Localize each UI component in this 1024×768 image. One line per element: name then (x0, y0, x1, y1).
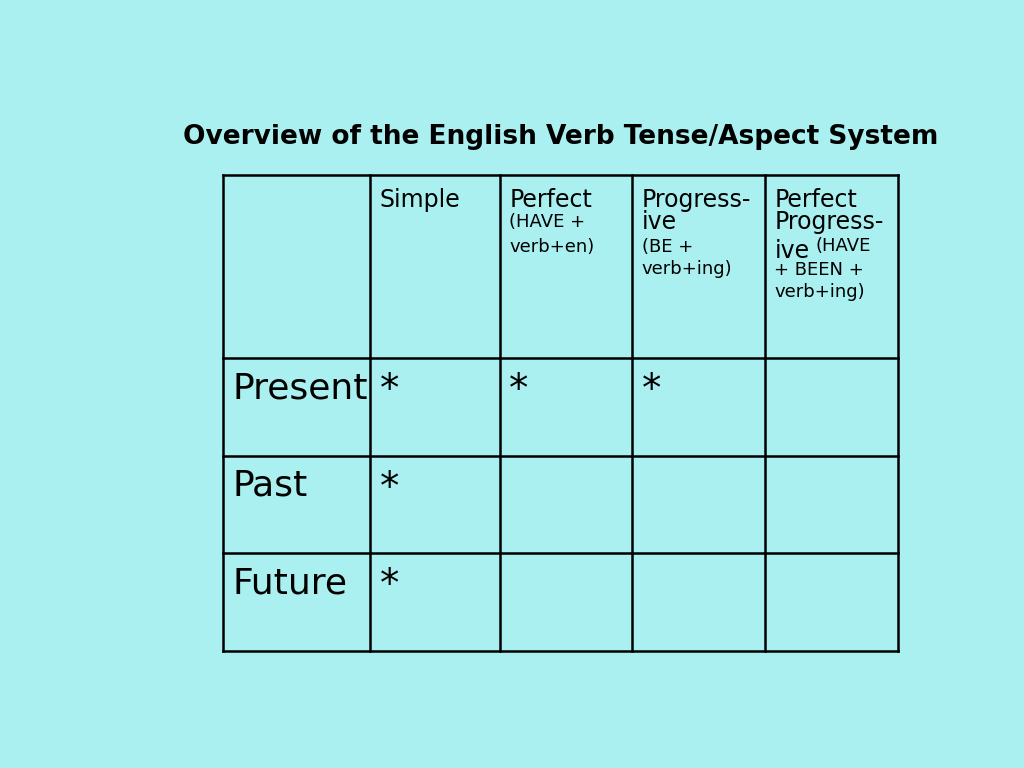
Text: *: * (380, 371, 399, 409)
Text: (HAVE +: (HAVE + (509, 214, 586, 231)
Text: *: * (380, 567, 399, 604)
Text: *: * (509, 371, 528, 409)
Text: *: * (642, 371, 660, 409)
Text: + BEEN +: + BEEN + (774, 260, 864, 279)
Text: verb+en): verb+en) (509, 238, 595, 257)
Text: (BE +: (BE + (642, 237, 693, 256)
Text: (HAVE: (HAVE (816, 237, 871, 255)
Text: verb+ing): verb+ing) (642, 260, 732, 278)
Text: Progress-: Progress- (774, 210, 884, 234)
Text: ive: ive (774, 239, 810, 263)
Text: Simple: Simple (380, 188, 461, 212)
Text: ive: ive (642, 210, 677, 234)
Text: Overview of the English Verb Tense/Aspect System: Overview of the English Verb Tense/Aspec… (183, 124, 938, 150)
Text: Present: Present (232, 371, 369, 406)
Text: verb+ing): verb+ing) (774, 283, 865, 300)
Text: *: * (380, 468, 399, 507)
Text: Perfect: Perfect (774, 188, 857, 212)
Text: Future: Future (232, 567, 348, 601)
Text: Progress-: Progress- (642, 188, 751, 212)
Text: Perfect: Perfect (509, 188, 592, 212)
Text: Past: Past (232, 468, 308, 503)
